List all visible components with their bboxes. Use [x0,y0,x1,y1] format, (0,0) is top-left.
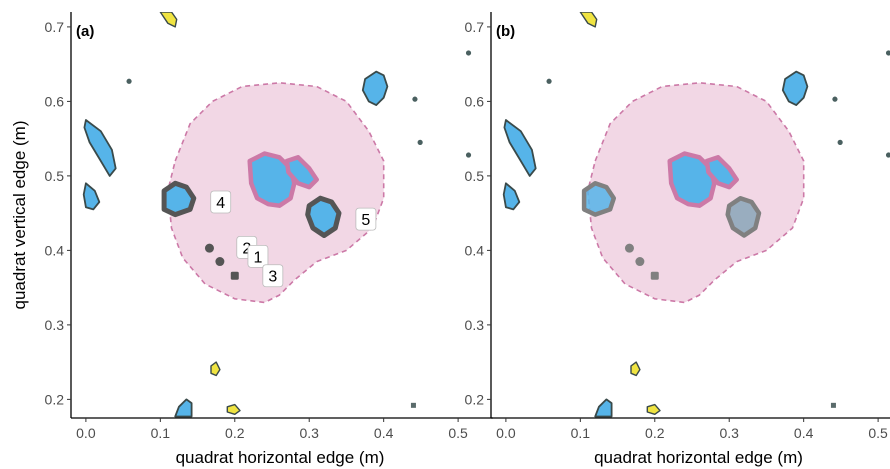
y-tick-label: 0.6 [45,93,65,109]
point-label-5: 5 [355,207,377,231]
small-point-2 [832,96,838,102]
yellow-plant-2 [210,361,221,377]
cluster-point-2 [215,257,225,267]
small-point-1 [126,78,132,84]
blue-plant-4 [594,398,613,418]
highlight-plant-4 [161,180,197,218]
point-label-1: 1 [247,244,269,268]
cluster-point-1 [204,243,214,253]
cluster-point-2 [635,257,645,267]
panel-tag: (a) [76,23,94,40]
x-tick-label: 0.2 [645,425,665,441]
small-point-2 [412,96,418,102]
cluster-point-3 [230,271,239,280]
small-point-4 [885,50,890,56]
small-point-5 [885,152,890,158]
y-tick-label: 0.5 [45,168,65,184]
yellow-plant-3 [646,403,661,415]
highlight-plant-5 [725,195,762,238]
tiny-square-point [830,402,836,408]
point-label-text-3: 3 [268,269,277,286]
x-tick-label: 0.4 [794,425,814,441]
x-axis-title-b: quadrat horizontal edge (m) [594,448,803,467]
small-point-5 [465,152,472,158]
y-tick-label: 0.6 [465,93,485,109]
point-label-text-1: 1 [253,249,262,266]
yellow-plant-2 [630,361,641,377]
tiny-square-point [410,402,416,408]
blue-plant-4 [174,398,193,418]
point-label-3: 3 [262,264,284,288]
yellow-plant-1 [159,12,178,28]
x-tick-label: 0.3 [299,425,319,441]
y-tick-label: 0.4 [465,242,485,258]
y-tick-label: 0.3 [45,317,65,333]
blue-plant-1 [503,119,537,177]
cluster-point-1 [624,243,634,253]
small-point-4 [465,50,472,56]
canopy-core-plant-2 [284,155,319,190]
highlight-plant-5 [305,195,342,238]
x-axis-title-a: quadrat horizontal edge (m) [176,448,385,467]
point-label-4: 4 [210,190,232,214]
x-tick-label: 0.5 [868,425,888,441]
y-axis-title: quadrat vertical edge (m) [10,121,29,310]
y-tick-label: 0.2 [465,391,485,407]
small-point-3 [417,139,423,145]
panel-a: 4 213 5 0.0 0.1 0.2 0.3 0.4 0.5 0.2 0.3 0.4 0.5 0.6 0.… [45,12,493,441]
y-tick-label: 0.2 [45,391,65,407]
panel-b: 0.0 0.1 0.2 0.3 0.4 0.5 0.2 0.3 0.4 0.5 0.6 0.7 (b) [465,12,890,441]
y-tick-label: 0.4 [45,242,65,258]
blue-plant-3 [361,70,389,106]
canopy-core-plant-1 [247,151,297,208]
x-tick-label: 0.1 [151,425,171,441]
cluster-point-3 [650,271,659,280]
x-tick-label: 0.5 [448,425,468,441]
point-label-text-5: 5 [361,212,370,229]
y-tick-label: 0.3 [465,317,485,333]
blue-plant-2 [82,182,101,211]
canopy-core-plant-2 [704,155,739,190]
point-label-text-2: 2 [242,240,251,257]
x-tick-label: 0.3 [719,425,739,441]
x-tick-label: 0.4 [374,425,394,441]
x-tick-label: 0.0 [496,425,516,441]
x-tick-label: 0.2 [225,425,245,441]
canopy-core-plant-1 [667,151,717,208]
y-tick-label: 0.7 [465,19,485,35]
small-point-3 [837,139,843,145]
y-tick-label: 0.7 [45,19,65,35]
blue-plant-3 [781,70,809,106]
point-label-text-4: 4 [216,195,225,212]
yellow-plant-1 [579,12,598,28]
y-tick-label: 0.5 [465,168,485,184]
small-point-1 [546,78,552,84]
yellow-plant-3 [226,403,241,415]
panel-tag: (b) [496,23,515,40]
blue-plant-1 [83,119,117,177]
x-tick-label: 0.1 [571,425,591,441]
blue-plant-2 [502,182,521,211]
highlight-plant-4 [581,181,617,217]
x-tick-label: 0.0 [76,425,96,441]
